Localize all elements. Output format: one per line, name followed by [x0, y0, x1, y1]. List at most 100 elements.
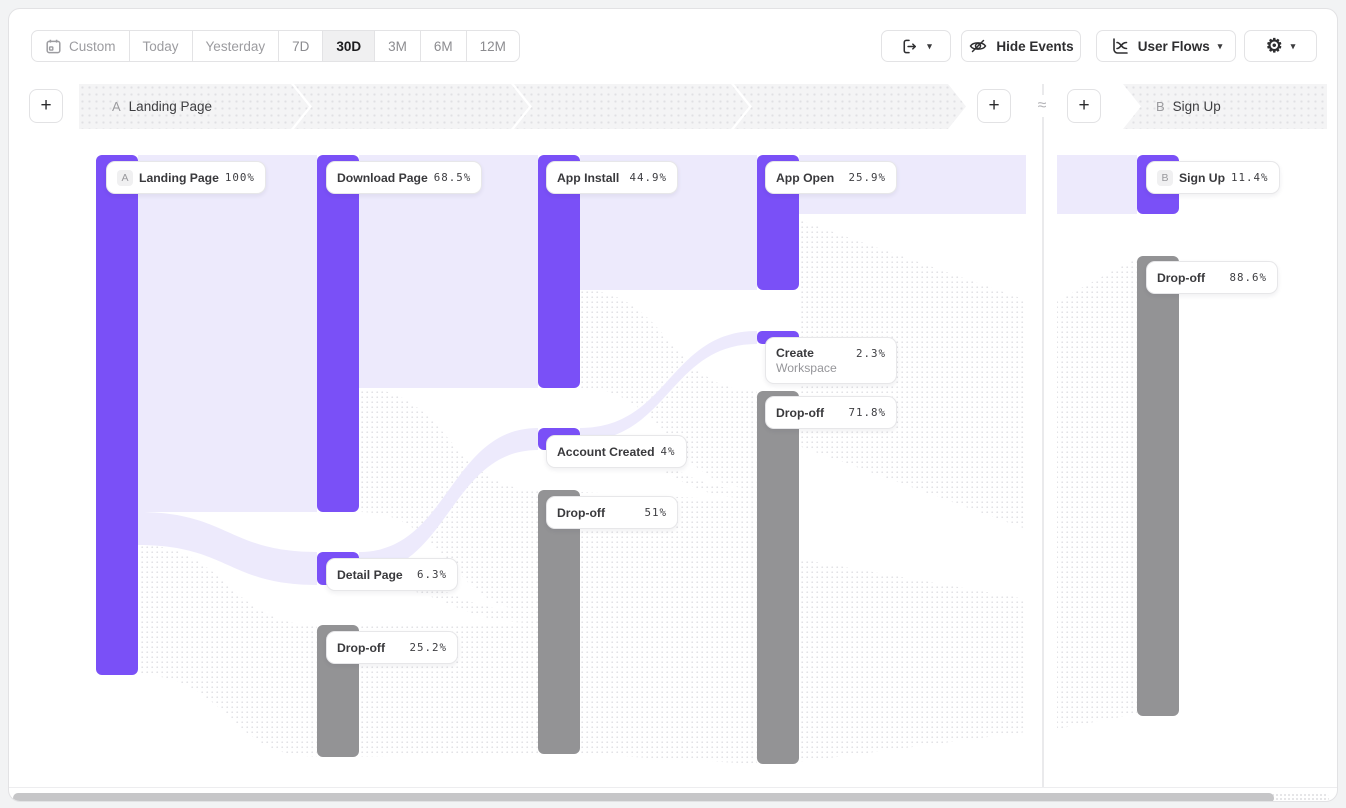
export-icon — [900, 37, 919, 56]
add-step-button-a-end[interactable]: + — [977, 89, 1011, 123]
user-flows-button[interactable]: User Flows ▾ — [1096, 30, 1236, 62]
node-card-account-created[interactable]: Account Created 4% — [546, 435, 687, 468]
node-value: 71.8% — [848, 406, 886, 419]
node-card-drop-off-step4[interactable]: Drop-off 71.8% — [765, 396, 897, 429]
user-flows-label: User Flows — [1137, 38, 1210, 54]
node-card-drop-off-step2[interactable]: Drop-off 25.2% — [326, 631, 458, 664]
step-header-label-b: B Sign Up — [1156, 84, 1221, 129]
date-range-6m[interactable]: 6M — [421, 31, 467, 61]
step-b-badge: B — [1156, 99, 1165, 114]
node-name: App Install — [557, 170, 620, 185]
node-card-landing-page[interactable]: A Landing Page 100% — [106, 161, 266, 194]
node-card-create-workspace[interactable]: Create 2.3% Workspace — [765, 337, 897, 384]
step-header-label-a: A Landing Page — [112, 84, 212, 129]
bar-drop-off-step4[interactable] — [757, 391, 799, 764]
node-value: 11.4% — [1231, 171, 1269, 184]
node-card-detail-page[interactable]: Detail Page 6.3% — [326, 558, 458, 591]
hide-events-button[interactable]: Hide Events — [961, 30, 1081, 62]
node-value: 68.5% — [433, 171, 472, 184]
node-card-app-install[interactable]: App Install 44.9% — [546, 161, 678, 194]
node-name: Download Page — [337, 170, 428, 185]
node-name: Landing Page — [139, 170, 219, 185]
export-button[interactable]: ▾ — [881, 30, 951, 62]
step-header-segment-a3[interactable] — [514, 84, 749, 129]
add-step-button-left[interactable]: + — [29, 89, 63, 123]
bar-app-install[interactable] — [538, 155, 580, 388]
flow-landing-to-detail — [138, 512, 317, 585]
settings-button[interactable]: ⚙ ▾ — [1244, 30, 1317, 62]
approx-separator: ≈ — [1031, 95, 1053, 117]
node-value: 44.9% — [629, 171, 667, 184]
date-range-3m[interactable]: 3M — [375, 31, 421, 61]
dropflow-section-b-to-drop — [1057, 258, 1137, 729]
node-value: 25.2% — [409, 641, 447, 654]
step-b-title: Sign Up — [1172, 99, 1221, 114]
node-name: Drop-off — [337, 640, 386, 655]
step-a-badge: A — [112, 99, 121, 114]
flow-detail-to-account — [359, 428, 538, 574]
node-name: Account Created — [557, 444, 655, 459]
bar-landing-page[interactable] — [96, 155, 138, 675]
bar-drop-off-step3[interactable] — [538, 490, 580, 754]
step-header-segment-b[interactable]: B Sign Up — [1123, 84, 1327, 129]
step-header-segment-a1[interactable]: A Landing Page — [79, 84, 309, 129]
flow-download-to-appinstall — [359, 155, 538, 388]
flow-section-b-to-signup — [1057, 155, 1137, 214]
user-flows-sankey — [96, 155, 1179, 764]
dropflow-account-to-drop4 — [580, 441, 757, 499]
node-card-app-open[interactable]: App Open 25.9% — [765, 161, 897, 194]
dropflow-appopen-to-section-edge — [799, 220, 1026, 529]
flow-landing-to-download — [138, 155, 317, 512]
node-value: 6.3% — [416, 568, 447, 581]
node-name-line2: Workspace — [776, 361, 837, 375]
node-name: Drop-off — [557, 505, 606, 520]
chevron-down-icon: ▾ — [1217, 40, 1223, 51]
node-card-sign-up[interactable]: B Sign Up 11.4% — [1146, 161, 1280, 194]
date-range-yesterday[interactable]: Yesterday — [193, 31, 280, 61]
flows-chart-icon — [1110, 36, 1130, 56]
node-value: 4% — [660, 445, 676, 458]
scrollbar-track[interactable] — [1271, 793, 1329, 801]
node-name: App Open — [776, 170, 835, 185]
date-range-today[interactable]: Today — [130, 31, 193, 61]
step-header-segment-a2[interactable] — [294, 84, 529, 129]
date-range-30d[interactable]: 30D — [323, 31, 376, 61]
node-badge-a: A — [117, 169, 133, 186]
dropflow-drop3-to-drop4 — [580, 492, 757, 764]
scrollbar-divider — [9, 787, 1337, 788]
node-card-download-page[interactable]: Download Page 68.5% — [326, 161, 483, 194]
node-name: Create — [776, 346, 814, 360]
step-a-title: Landing Page — [128, 99, 212, 114]
step-header-segment-a4[interactable] — [734, 84, 966, 129]
hide-events-label: Hide Events — [996, 38, 1074, 54]
add-step-button-b-start[interactable]: + — [1067, 89, 1101, 123]
calendar-icon — [45, 38, 62, 55]
node-card-drop-off-b[interactable]: Drop-off 88.6% — [1146, 261, 1278, 294]
bar-download-page[interactable] — [317, 155, 359, 512]
gear-icon: ⚙ — [1265, 35, 1283, 57]
chevron-down-icon: ▾ — [1290, 40, 1296, 51]
node-badge-b: B — [1157, 169, 1173, 186]
date-range-label: Custom — [69, 38, 116, 54]
flow-account-to-workspace — [580, 331, 757, 441]
scrollbar-thumb[interactable] — [13, 793, 1274, 801]
node-value: 25.9% — [848, 171, 886, 184]
date-range-custom[interactable]: Custom — [32, 31, 130, 61]
chevron-down-icon: ▾ — [927, 40, 932, 51]
dropflow-landing-to-drop2 — [138, 545, 317, 757]
section-divider — [1042, 84, 1044, 787]
bar-drop-off-b[interactable] — [1137, 256, 1179, 716]
report-canvas: Custom Today Yesterday 7D 30D 3M 6M 12M … — [8, 8, 1338, 802]
node-name: Detail Page — [337, 567, 403, 582]
date-range-7d[interactable]: 7D — [279, 31, 324, 61]
node-card-drop-off-step3[interactable]: Drop-off 51% — [546, 496, 678, 529]
node-value: 2.3% — [855, 346, 886, 360]
node-value: 88.6% — [1229, 271, 1267, 284]
node-name: Drop-off — [776, 405, 825, 420]
node-name: Drop-off — [1157, 270, 1206, 285]
dropflow-drop4-to-section-edge — [799, 559, 1026, 762]
date-range-selector: Custom Today Yesterday 7D 30D 3M 6M 12M — [31, 30, 520, 62]
date-range-12m[interactable]: 12M — [479, 38, 506, 54]
node-name: Sign Up — [1179, 170, 1226, 185]
